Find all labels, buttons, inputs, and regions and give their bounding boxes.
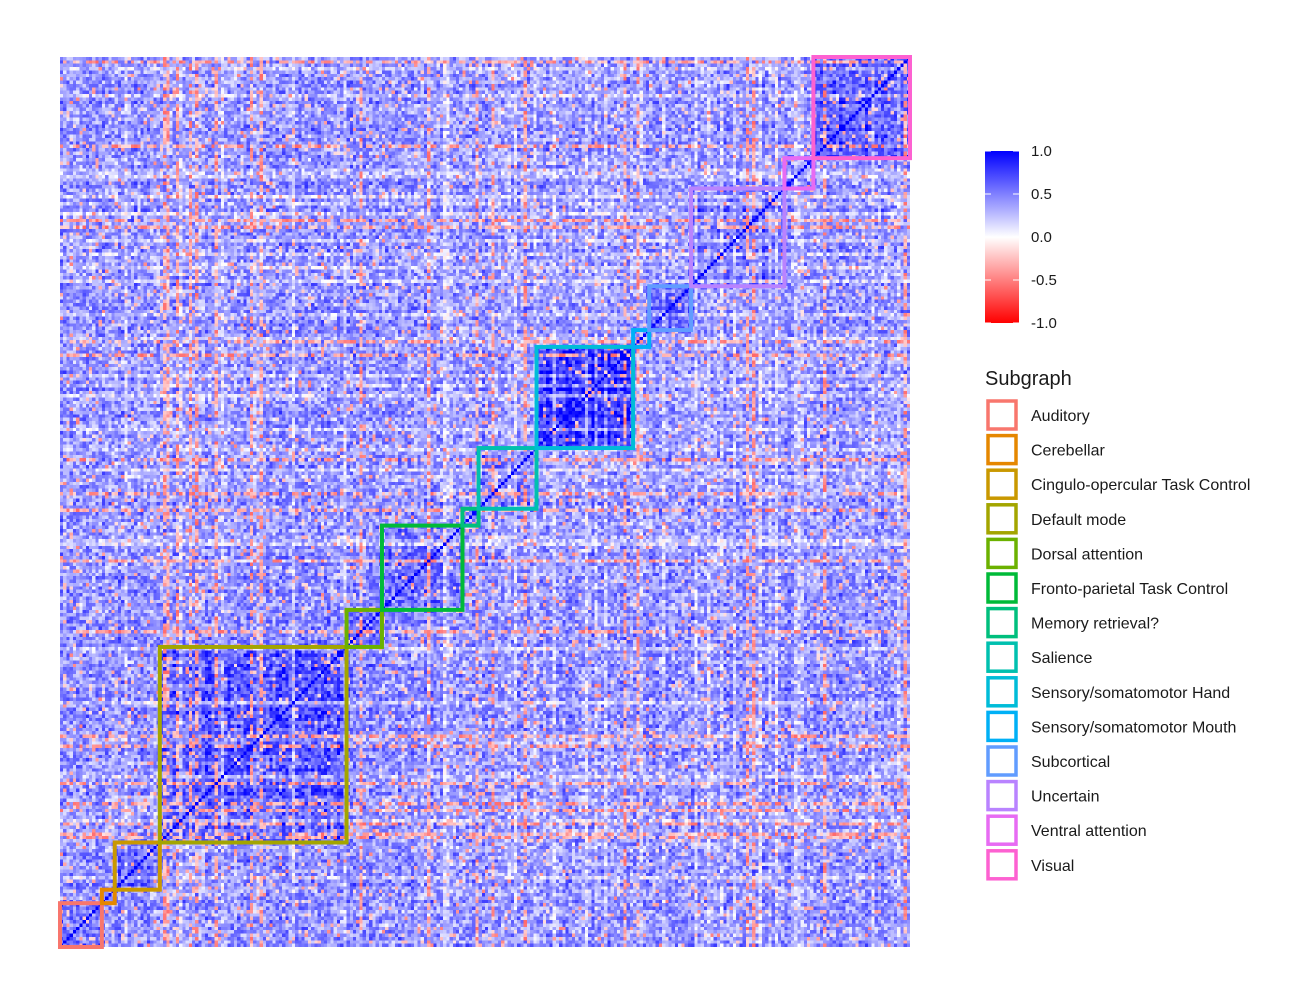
legend-label: Dorsal attention (1031, 546, 1143, 563)
subgraph-box-fronto-parietal-task-control (379, 523, 465, 612)
legend-label: Memory retrieval? (1031, 616, 1159, 633)
legend-key-swatch (986, 503, 1018, 535)
legend-label: Ventral attention (1031, 823, 1147, 840)
colorbar-tick-label: -0.5 (1031, 272, 1057, 289)
legend-label: Cingulo-opercular Task Control (1031, 477, 1250, 494)
subgraph-box-salience (476, 446, 539, 511)
legend-items: Auditory Cerebellar Cingulo-opercular Task… (986, 399, 1250, 881)
legend-key-swatch (986, 399, 1018, 431)
colorbar-ticks: 1.0 0.5 0.0 -0.5 -1.0 (985, 143, 1057, 332)
legend-key-swatch (986, 572, 1018, 604)
legend-key-swatch (986, 433, 1018, 466)
subgraph-box-dorsal-attention (344, 607, 384, 649)
subgraph-box-visual (811, 55, 912, 161)
colorbar-tick-label: 0.5 (1031, 186, 1052, 203)
legend-key-swatch (986, 849, 1018, 881)
legend-label: Subcortical (1031, 754, 1110, 771)
legend-label: Cerebellar (1031, 443, 1105, 460)
legend-label: Visual (1031, 858, 1074, 875)
subgraph-box-uncertain (689, 186, 787, 289)
legend-label: Auditory (1031, 408, 1090, 425)
legend-label: Salience (1031, 650, 1092, 667)
heatmap-cells (60, 57, 910, 947)
subgraph-boxes (58, 55, 912, 949)
colorbar-tick-label: 1.0 (1031, 143, 1052, 160)
heatmap-matrix (60, 57, 910, 947)
subgraph-box-default-mode (157, 644, 349, 845)
legend-key-swatch (986, 641, 1018, 673)
legend-key-swatch (986, 676, 1018, 708)
colorbar-tick-label: -1.0 (1031, 315, 1057, 332)
legend-key-swatch (986, 745, 1018, 777)
subgraph-box-cingulo-opercular-task-control (112, 840, 162, 892)
legend-label: Default mode (1031, 512, 1126, 529)
subgraph-box-ventral-attention (782, 156, 816, 191)
colorbar-tick-label: 0.0 (1031, 229, 1052, 246)
colorbar: 1.0 0.5 0.0 -0.5 -1.0 (985, 143, 1057, 332)
subgraph-box-memory-retrieval (460, 506, 481, 528)
legend-key-swatch (986, 814, 1018, 846)
legend-key-swatch (986, 606, 1018, 639)
subgraph-box-subcortical (647, 284, 694, 333)
subgraph-box-cerebellar (99, 887, 117, 906)
legend-title: Subgraph (985, 368, 1072, 390)
legend-label: Uncertain (1031, 789, 1099, 806)
subgraph-legend: Subgraph Auditory Cerebellar Cingulo-operc… (985, 368, 1250, 881)
subgraph-box-sensory-somatomotor-mouth (631, 328, 652, 349)
legend-label: Sensory/somatomotor Hand (1031, 685, 1230, 702)
legend-key-swatch (986, 537, 1018, 570)
legend-key-swatch (986, 468, 1018, 500)
legend-label: Fronto-parietal Task Control (1031, 581, 1228, 598)
subgraph-box-auditory (58, 901, 104, 949)
subgraph-box-sensory-somatomotor-hand (534, 344, 636, 451)
legend-label: Sensory/somatomotor Mouth (1031, 719, 1236, 736)
legend-key-swatch (986, 710, 1018, 743)
legend-key-swatch (986, 779, 1018, 812)
